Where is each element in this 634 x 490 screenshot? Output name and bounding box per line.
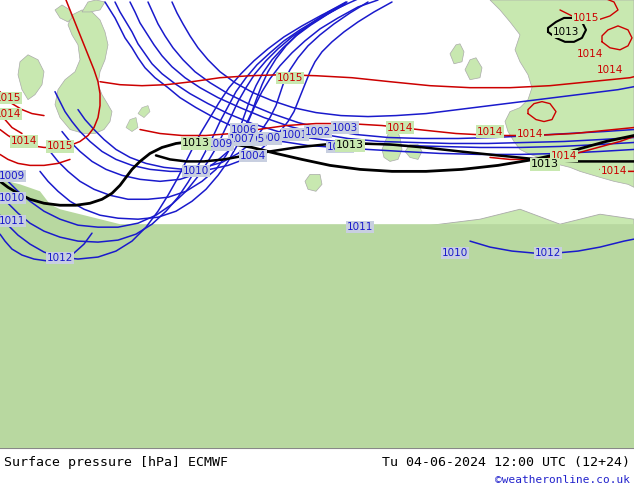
- Polygon shape: [18, 55, 44, 99]
- Text: 1014: 1014: [387, 122, 413, 132]
- Text: 1013: 1013: [182, 139, 210, 148]
- Text: 1009: 1009: [0, 172, 25, 181]
- Text: 1011: 1011: [0, 216, 25, 226]
- Text: 1014: 1014: [517, 128, 543, 139]
- Text: 1004: 1004: [240, 151, 266, 161]
- Text: 1007: 1007: [229, 134, 255, 145]
- Text: 1006: 1006: [231, 124, 257, 135]
- Text: Tu 04-06-2024 12:00 UTC (12+24): Tu 04-06-2024 12:00 UTC (12+24): [382, 456, 630, 469]
- Text: 1002: 1002: [305, 126, 331, 137]
- Polygon shape: [55, 10, 112, 133]
- Text: 1015: 1015: [47, 142, 73, 151]
- Polygon shape: [138, 106, 150, 118]
- Polygon shape: [0, 179, 634, 448]
- Text: 1012: 1012: [47, 253, 73, 263]
- Text: 1013: 1013: [336, 141, 364, 150]
- Text: 1013: 1013: [531, 159, 559, 170]
- Polygon shape: [126, 118, 138, 131]
- Text: 1008: 1008: [327, 143, 353, 152]
- Text: 1015: 1015: [573, 13, 599, 23]
- Text: 1014: 1014: [0, 109, 21, 119]
- Text: 1014: 1014: [11, 137, 37, 147]
- Text: 1005: 1005: [239, 134, 265, 145]
- Text: 1010: 1010: [0, 193, 25, 203]
- Polygon shape: [465, 58, 482, 80]
- Text: 1015: 1015: [0, 93, 21, 102]
- Text: 1013: 1013: [553, 27, 579, 37]
- Text: 1015: 1015: [277, 73, 303, 83]
- Text: ©weatheronline.co.uk: ©weatheronline.co.uk: [495, 475, 630, 485]
- Polygon shape: [0, 219, 634, 249]
- Text: 1014: 1014: [551, 151, 577, 161]
- Polygon shape: [450, 44, 464, 64]
- Polygon shape: [82, 0, 105, 12]
- Polygon shape: [382, 127, 402, 161]
- Polygon shape: [55, 5, 72, 22]
- Text: 1014: 1014: [601, 167, 627, 176]
- Text: 1012: 1012: [535, 248, 561, 258]
- Text: 1014: 1014: [597, 65, 623, 75]
- Polygon shape: [305, 174, 322, 191]
- Text: 1014: 1014: [477, 126, 503, 137]
- Polygon shape: [490, 0, 634, 187]
- Polygon shape: [405, 145, 422, 159]
- Text: Surface pressure [hPa] ECMWF: Surface pressure [hPa] ECMWF: [4, 456, 228, 469]
- Text: 1010: 1010: [442, 248, 468, 258]
- Text: 1011: 1011: [347, 222, 373, 232]
- Polygon shape: [0, 209, 634, 448]
- Text: 1009: 1009: [207, 140, 233, 149]
- Text: 1003: 1003: [332, 122, 358, 132]
- Text: 1010: 1010: [183, 167, 209, 176]
- Text: 1000: 1000: [255, 133, 281, 144]
- Text: 1014: 1014: [577, 49, 603, 59]
- Text: 1001: 1001: [282, 129, 308, 140]
